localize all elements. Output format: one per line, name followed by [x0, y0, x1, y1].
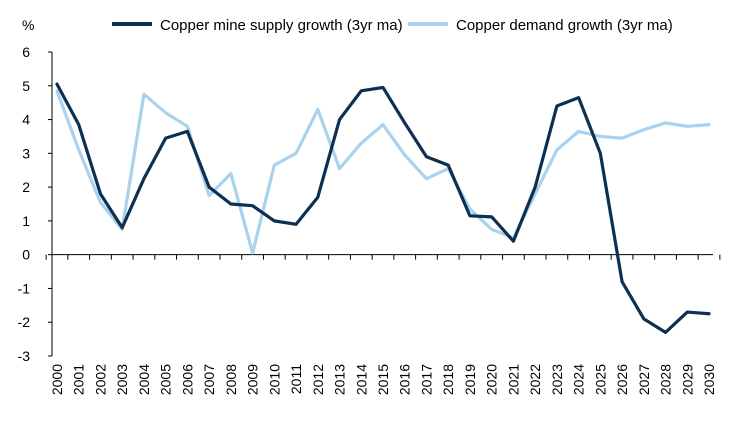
legend-label-mine-supply: Copper mine supply growth (3yr ma) — [160, 17, 403, 34]
x-tick-label: 2012 — [310, 364, 326, 395]
x-tick-label: 2009 — [245, 364, 261, 395]
x-tick-label: 2027 — [636, 364, 652, 395]
y-tick-label: 2 — [22, 179, 30, 195]
x-tick-label: 2023 — [549, 364, 565, 395]
x-tick-label: 2014 — [353, 364, 369, 395]
y-tick-label: 4 — [22, 112, 30, 128]
x-tick-label: 2017 — [418, 364, 434, 395]
x-tick-label: 2008 — [223, 364, 239, 395]
x-tick-label: 2021 — [505, 364, 521, 395]
x-tick-label: 2002 — [92, 364, 108, 395]
axes — [45, 51, 721, 357]
y-tick-label: -3 — [18, 348, 31, 364]
x-tick-label: 2026 — [614, 364, 630, 395]
y-tick-label: -2 — [18, 314, 31, 330]
x-tick-label: 2022 — [527, 364, 543, 395]
x-tick-label: 2000 — [49, 364, 65, 395]
series-line-demand — [55, 89, 711, 255]
x-tick-label: 2011 — [288, 364, 304, 394]
y-tick-label: 6 — [22, 44, 30, 60]
y-tick-label: -1 — [18, 280, 31, 296]
x-tick-label: 2024 — [571, 364, 587, 395]
x-tick-label: 2007 — [201, 364, 217, 395]
x-tick-label: 2015 — [375, 364, 391, 395]
x-tick-label: 2020 — [484, 364, 500, 395]
x-tick-label: 2010 — [266, 364, 282, 395]
y-tick-label: 0 — [22, 247, 30, 263]
x-tick-label: 2004 — [136, 364, 152, 395]
x-tick-label: 2028 — [658, 364, 674, 395]
x-tick-label: 2029 — [679, 364, 695, 395]
x-tick-labels: 2000 2001 2002 2003 2004 2005 2006 2007 2008 2009… — [49, 364, 717, 395]
x-tick-label: 2013 — [332, 364, 348, 395]
x-tick-label: 2003 — [114, 364, 130, 395]
series-line-mine-supply — [55, 82, 711, 334]
x-tick-label: 2001 — [71, 364, 87, 395]
legend-label-demand: Copper demand growth (3yr ma) — [456, 17, 673, 34]
x-tick-label: 2016 — [397, 364, 413, 395]
x-tick-label: 2005 — [158, 364, 174, 395]
x-tick-label: 2006 — [179, 364, 195, 395]
x-tick-label: 2025 — [592, 364, 608, 395]
series-lines — [55, 82, 711, 334]
x-tick-label: 2018 — [440, 364, 456, 395]
x-tick-label: 2030 — [701, 364, 717, 395]
legend: Copper mine supply growth (3yr ma) Coppe… — [112, 17, 673, 34]
y-tick-label: 1 — [22, 213, 30, 229]
x-tick-label: 2019 — [462, 364, 478, 395]
y-axis-unit-label: % — [22, 17, 34, 33]
y-tick-label: 3 — [22, 145, 30, 161]
y-tick-label: 5 — [22, 78, 30, 94]
y-tick-labels: -3 -2 -1 0 1 2 3 4 5 6 — [18, 44, 31, 364]
